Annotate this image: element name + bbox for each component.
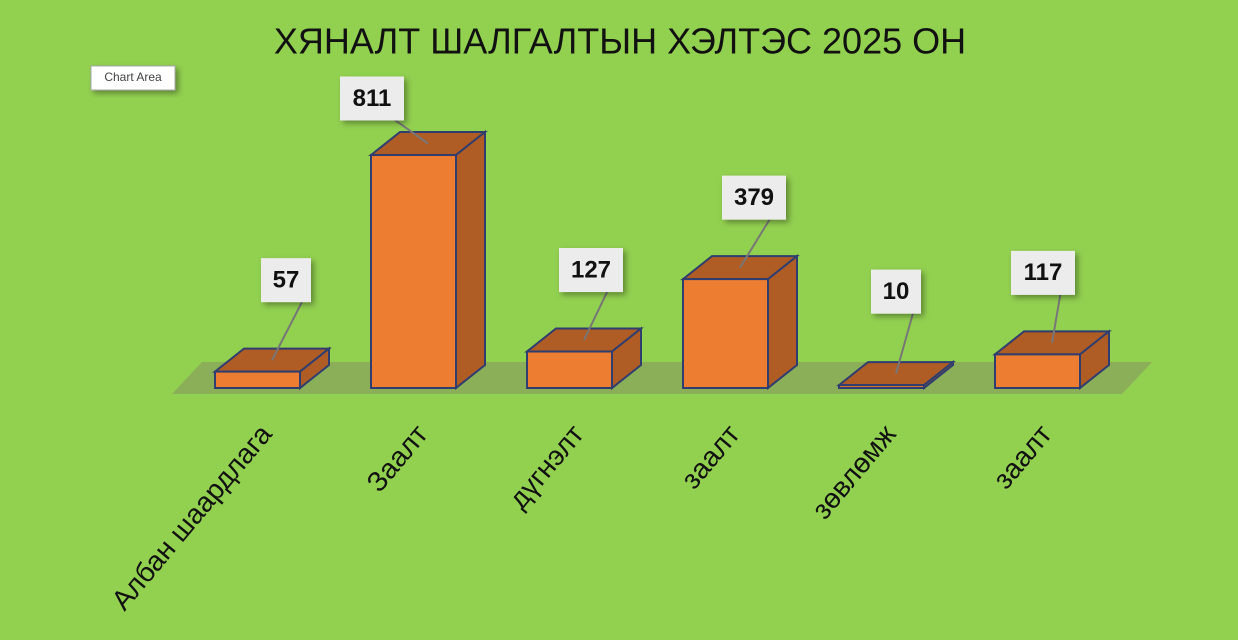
data-label: 811 xyxy=(353,85,392,112)
bar-front xyxy=(526,350,613,389)
leader-line xyxy=(583,287,610,341)
data-label: 379 xyxy=(734,184,774,211)
leader-line xyxy=(389,115,429,145)
bar xyxy=(524,326,644,391)
bar-side xyxy=(455,129,486,391)
bar-front xyxy=(682,278,769,389)
leader-line xyxy=(895,309,915,374)
tooltip-text: Chart Area xyxy=(104,70,162,84)
leader-line xyxy=(1051,290,1062,344)
bar xyxy=(368,129,488,391)
bar xyxy=(680,254,800,391)
bar-side xyxy=(767,254,798,391)
bar-front xyxy=(994,353,1081,390)
leader-line xyxy=(271,297,305,361)
tooltip-box xyxy=(90,65,176,91)
tooltip: Chart Area xyxy=(90,65,176,91)
bar-front xyxy=(370,154,457,389)
leader-line xyxy=(739,215,773,269)
data-label-box xyxy=(871,269,921,314)
data-label-box xyxy=(1011,250,1075,295)
data-label-box xyxy=(340,76,404,121)
data-label: 10 xyxy=(883,278,910,305)
data-label: 57 xyxy=(273,266,300,293)
data-label-box xyxy=(722,175,786,220)
chart-title: ХЯНАЛТ ШАЛГАЛТЫН ХЭЛТЭС 2025 ОН xyxy=(274,21,966,62)
bar-front xyxy=(838,384,925,390)
data-label-box xyxy=(261,258,311,303)
data-label-box xyxy=(559,248,623,293)
data-label: 127 xyxy=(571,256,611,283)
bar-front xyxy=(214,370,301,390)
data-label: 117 xyxy=(1024,259,1063,286)
